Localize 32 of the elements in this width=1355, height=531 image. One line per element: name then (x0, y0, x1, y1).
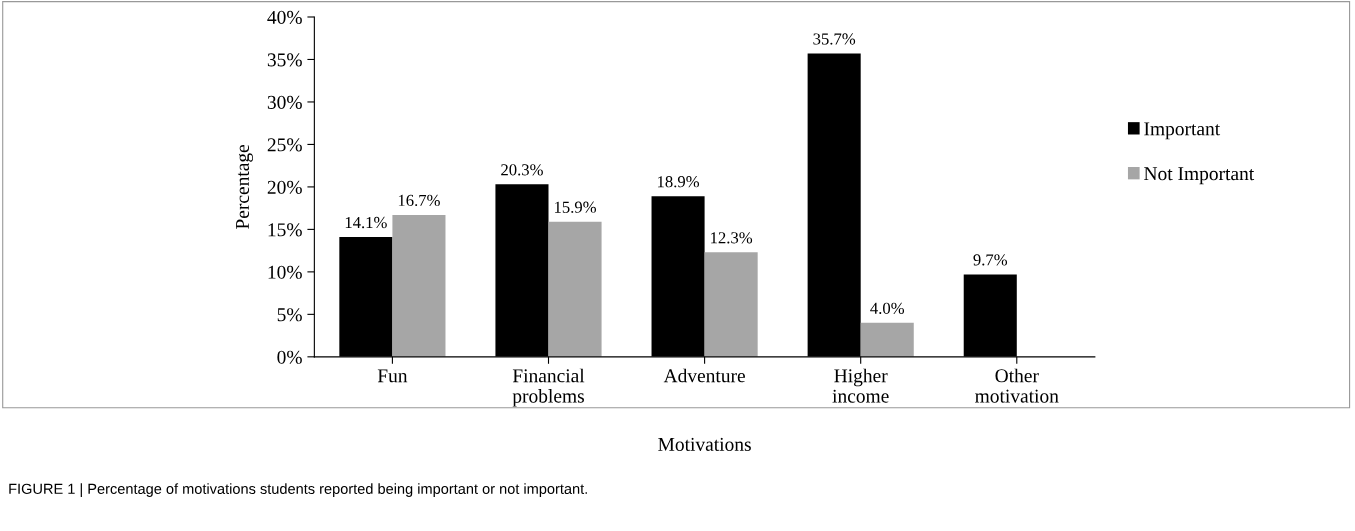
legend-label: Important (1144, 122, 1221, 140)
bar (860, 322, 914, 357)
data-label: 9.7% (973, 254, 1008, 266)
x-tick-label: Fun (377, 369, 408, 383)
data-label: 14.1% (345, 216, 387, 229)
data-label: 35.7% (813, 33, 856, 45)
x-tick-label: Financial problems (512, 368, 585, 407)
data-label: 4.0% (870, 302, 905, 314)
data-label: 12.3% (711, 232, 753, 244)
y-tick-label: 20% (267, 180, 302, 194)
bar (548, 221, 602, 357)
y-tick-label: 0% (277, 350, 302, 364)
x-axis-title: Motivations (658, 437, 751, 451)
y-tick-label: 40% (267, 10, 302, 24)
y-tick-label: 25% (267, 138, 302, 152)
y-tick-label: 35% (267, 53, 302, 67)
legend-label: Not Important (1144, 167, 1255, 185)
y-tick-label: 10% (268, 265, 302, 279)
data-label: 16.7% (398, 194, 440, 207)
data-label: 20.3% (501, 164, 543, 176)
x-tick-label: Higher income (832, 368, 889, 403)
x-tick-label: Adventure (663, 368, 745, 383)
x-tick-label: Other motivation (975, 368, 1059, 403)
caption: FIGURE 1 | Percentage of motivations students reported being important or not important. (9, 483, 587, 497)
y-tick-label: 30% (267, 95, 302, 109)
y-tick-label: 5% (277, 308, 302, 322)
y-tick-label: 15% (268, 223, 302, 237)
data-label: 18.9% (658, 176, 700, 188)
y-axis-title: Percentage (236, 144, 254, 229)
data-label: 15.9% (554, 201, 596, 213)
bar (392, 214, 446, 357)
bar (704, 252, 758, 357)
